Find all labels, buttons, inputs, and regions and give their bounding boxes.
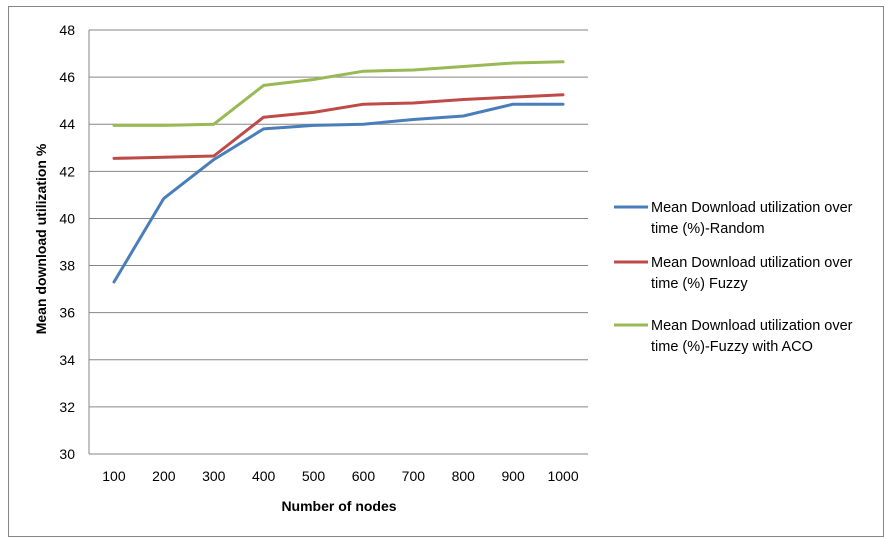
- y-tick-label: 30: [59, 446, 75, 462]
- legend-label-3: Mean Download utilization over: [651, 318, 853, 334]
- x-tick-label: 800: [452, 468, 476, 484]
- y-tick-label: 36: [59, 305, 75, 321]
- y-tick-label: 32: [59, 399, 75, 415]
- y-tick-label: 40: [59, 210, 75, 226]
- x-tick-label: 900: [501, 468, 525, 484]
- series-line-2: [112, 93, 565, 160]
- x-tick-label: 200: [152, 468, 176, 484]
- series-line-1: [112, 102, 565, 284]
- legend-label-3: time (%)-Fuzzy with ACO: [651, 339, 813, 355]
- y-tick-label: 44: [59, 116, 75, 132]
- legend-label-2: time (%) Fuzzy: [651, 276, 748, 292]
- series-lines: [112, 60, 565, 284]
- y-axis-tick-labels: 30 32 34 36 38 40 42 44 46 48: [59, 22, 75, 462]
- x-tick-label: 400: [252, 468, 276, 484]
- y-tick-label: 38: [59, 258, 75, 274]
- legend: Mean Download utilization over time (%)-R…: [614, 200, 853, 355]
- x-tick-label: 600: [352, 468, 376, 484]
- x-axis-tick-labels: 100 200 300 400 500 600 700 800 900 1000: [102, 468, 579, 484]
- x-tick-label: 100: [102, 468, 126, 484]
- series-line-3: [112, 60, 565, 127]
- x-tick-label: 500: [302, 468, 326, 484]
- x-tick-label: 700: [402, 468, 426, 484]
- y-axis-title: Mean download utilization %: [33, 143, 49, 334]
- legend-label-1: time (%)-Random: [651, 221, 765, 237]
- y-tick-label: 46: [59, 69, 75, 85]
- legend-label-1: Mean Download utilization over: [651, 200, 853, 216]
- gridlines: [88, 29, 588, 455]
- legend-label-2: Mean Download utilization over: [651, 255, 853, 271]
- x-axis-title: Number of nodes: [281, 498, 396, 514]
- chart-frame: [8, 6, 884, 537]
- x-tick-label: 1000: [547, 468, 578, 484]
- y-tick-label: 48: [59, 22, 75, 38]
- x-tick-label: 300: [202, 468, 226, 484]
- y-tick-label: 34: [59, 352, 75, 368]
- y-tick-label: 42: [59, 163, 75, 179]
